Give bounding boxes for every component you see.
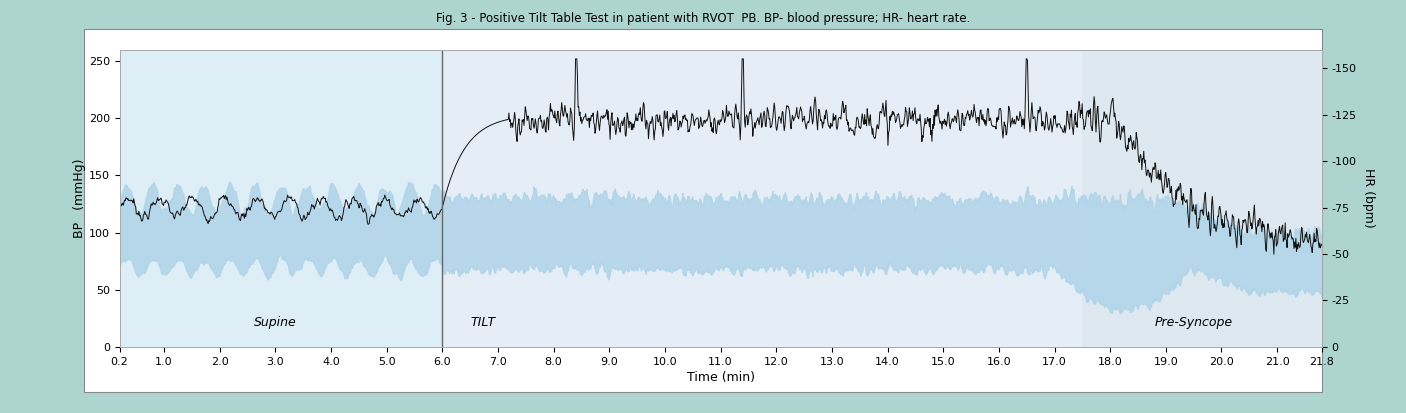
- X-axis label: Time (min): Time (min): [686, 371, 755, 384]
- Text: Fig. 3 - Positive Tilt Table Test in patient with RVOT  PB. BP- blood pressure; : Fig. 3 - Positive Tilt Table Test in pat…: [436, 12, 970, 25]
- Bar: [443, 50, 1083, 347]
- Y-axis label: BP   (mmHg): BP (mmHg): [73, 159, 86, 238]
- Bar: [120, 50, 443, 347]
- Text: Supine: Supine: [254, 316, 297, 329]
- Text: Pre-Syncope: Pre-Syncope: [1154, 316, 1233, 329]
- Bar: [1083, 50, 1322, 347]
- Text: TILT: TILT: [470, 316, 495, 329]
- Y-axis label: HR (bpm): HR (bpm): [1362, 169, 1375, 228]
